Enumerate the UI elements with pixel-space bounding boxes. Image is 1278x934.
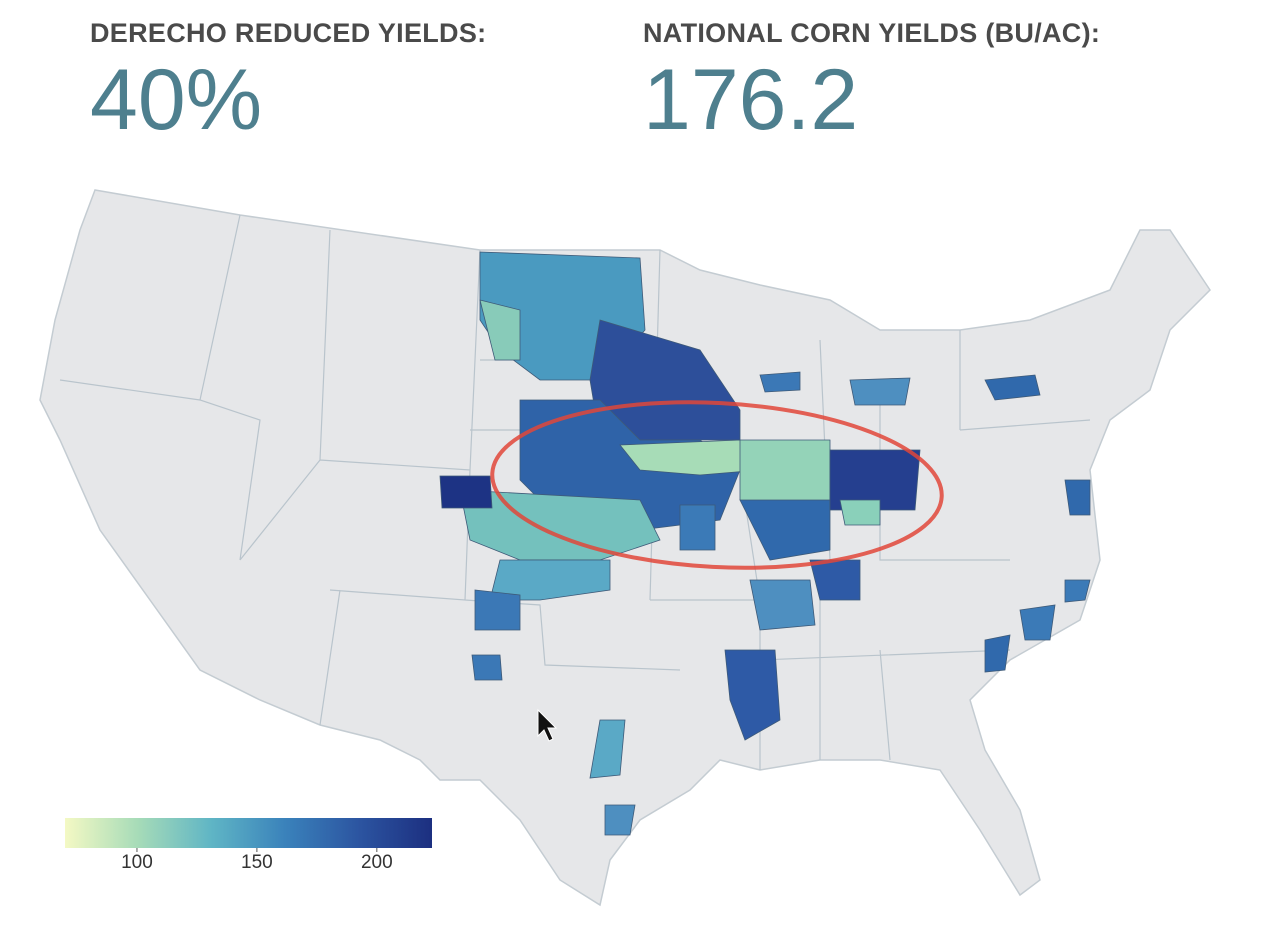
cursor [537,708,558,742]
stat-label: DERECHO REDUCED YIELDS: [90,18,487,48]
stat-value: 176.2 [643,52,859,148]
stat-value: 40% [90,52,263,148]
stat-block: DERECHO REDUCED YIELDS: 40% [90,18,486,143]
colorbar-tick-label: 200 [361,852,393,873]
colorbar-tick-label: 150 [241,852,273,873]
colorbar [65,818,432,848]
stat-block: NATIONAL CORN YIELDS (BU/AC): 176.2 [643,18,1100,143]
stat-label: NATIONAL CORN YIELDS (BU/AC): [643,18,1101,48]
colorbar-tick-label: 100 [121,852,153,873]
highlight-ellipse [490,400,944,570]
